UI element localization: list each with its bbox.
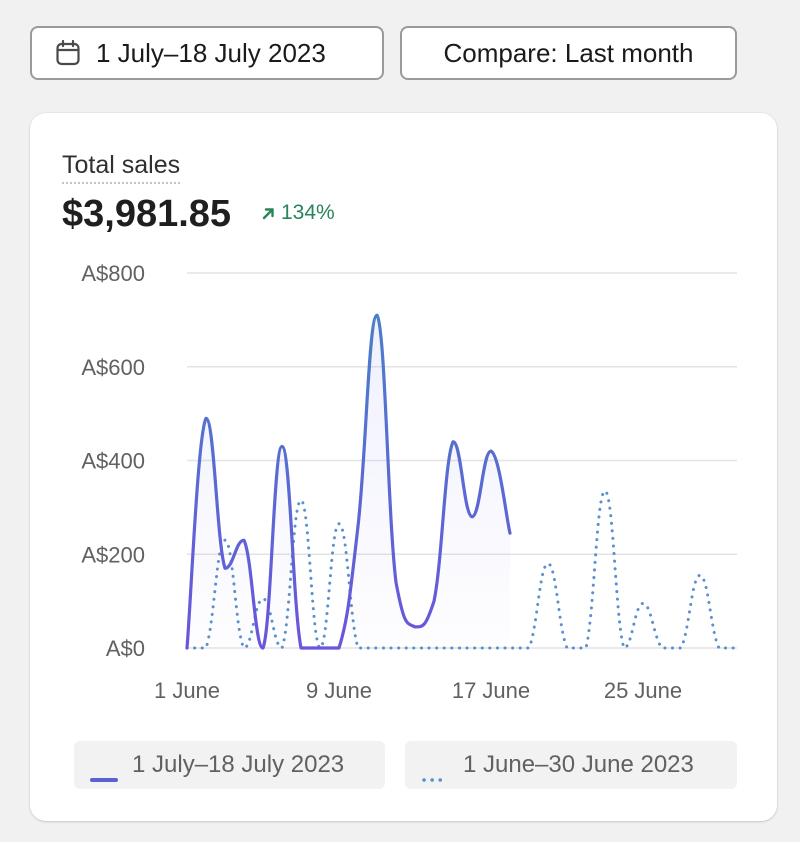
data-point-current[interactable] xyxy=(451,440,455,444)
x-axis: 1 June 9 June 17 June 25 June xyxy=(154,678,682,703)
x-tick-label: 1 June xyxy=(154,678,220,703)
data-point-previous[interactable] xyxy=(470,646,474,650)
data-point-current[interactable] xyxy=(261,646,265,650)
data-point-previous[interactable] xyxy=(299,498,303,502)
legend-label-previous: 1 June–30 June 2023 xyxy=(463,751,694,778)
y-tick-label: A$0 xyxy=(106,636,145,661)
data-point-previous[interactable] xyxy=(318,646,322,650)
solid-line-swatch-icon xyxy=(90,762,118,782)
calendar-icon xyxy=(56,40,80,66)
sales-line-chart[interactable]: A$0 A$200 A$400 A$600 A$800 1 June 9 June 17 J… xyxy=(30,113,777,733)
date-range-label: 1 July–18 July 2023 xyxy=(96,37,326,68)
data-point-current[interactable] xyxy=(204,416,208,420)
data-point-previous[interactable] xyxy=(413,646,417,650)
compare-label: Compare: Last month xyxy=(443,37,694,68)
data-point-previous[interactable] xyxy=(280,646,284,650)
data-point-current[interactable] xyxy=(356,524,360,528)
data-point-previous[interactable] xyxy=(337,522,341,526)
data-point-previous[interactable] xyxy=(242,646,246,650)
data-point-previous[interactable] xyxy=(641,601,645,605)
y-axis: A$0 A$200 A$400 A$600 A$800 xyxy=(81,261,145,661)
data-point-previous[interactable] xyxy=(565,646,569,650)
data-point-current[interactable] xyxy=(242,538,246,542)
metric-change-value: 134% xyxy=(281,201,335,224)
legend-item-previous[interactable]: 1 June–30 June 2023 xyxy=(405,741,737,789)
data-point-previous[interactable] xyxy=(185,646,189,650)
x-tick-label: 25 June xyxy=(604,678,682,703)
data-point-current[interactable] xyxy=(470,515,474,519)
data-point-previous[interactable] xyxy=(717,646,721,650)
data-point-current[interactable] xyxy=(413,625,417,629)
metric-change-badge: 134% xyxy=(262,201,335,225)
data-point-previous[interactable] xyxy=(432,646,436,650)
data-point-current[interactable] xyxy=(223,566,227,570)
data-point-previous[interactable] xyxy=(451,646,455,650)
data-point-current[interactable] xyxy=(432,599,436,603)
data-point-previous[interactable] xyxy=(622,646,626,650)
y-tick-label: A$200 xyxy=(81,542,145,567)
series-layer xyxy=(185,313,740,650)
data-point-current[interactable] xyxy=(299,646,303,650)
data-point-current[interactable] xyxy=(489,449,493,453)
data-point-previous[interactable] xyxy=(356,646,360,650)
data-point-previous[interactable] xyxy=(584,646,588,650)
data-point-previous[interactable] xyxy=(489,646,493,650)
data-point-previous[interactable] xyxy=(223,538,227,542)
compare-button[interactable]: Compare: Last month xyxy=(400,26,737,80)
data-point-current[interactable] xyxy=(508,531,512,535)
series-line-current xyxy=(185,313,512,650)
metric-value: $3,981.85 xyxy=(62,193,232,235)
data-point-current[interactable] xyxy=(394,580,398,584)
dotted-line-swatch-icon xyxy=(421,762,449,782)
data-point-previous[interactable] xyxy=(736,646,740,650)
data-point-previous[interactable] xyxy=(527,646,531,650)
y-tick-label: A$800 xyxy=(81,261,145,286)
data-point-previous[interactable] xyxy=(261,597,265,601)
series-area-current xyxy=(187,315,510,648)
data-point-previous[interactable] xyxy=(204,646,208,650)
data-point-current[interactable] xyxy=(375,313,379,317)
metric-label[interactable]: Total sales xyxy=(62,151,181,184)
x-tick-label: 17 June xyxy=(452,678,530,703)
data-point-previous[interactable] xyxy=(698,573,702,577)
data-point-previous[interactable] xyxy=(508,646,512,650)
data-point-previous[interactable] xyxy=(546,562,550,566)
data-point-current[interactable] xyxy=(280,444,284,448)
data-point-previous[interactable] xyxy=(660,646,664,650)
data-point-previous[interactable] xyxy=(394,646,398,650)
data-point-previous[interactable] xyxy=(603,489,607,493)
data-point-previous[interactable] xyxy=(679,646,683,650)
total-sales-card: Total sales $3,981.85 134% A$0 A$200 A$400… xyxy=(30,113,777,821)
y-tick-label: A$600 xyxy=(81,355,145,380)
y-tick-label: A$400 xyxy=(81,449,145,474)
arrow-up-right-icon xyxy=(262,207,274,219)
legend-item-current[interactable]: 1 July–18 July 2023 xyxy=(74,741,385,789)
x-tick-label: 9 June xyxy=(306,678,372,703)
data-point-previous[interactable] xyxy=(375,646,379,650)
data-point-current[interactable] xyxy=(337,646,341,650)
date-range-button[interactable]: 1 July–18 July 2023 xyxy=(30,26,384,80)
legend-label-current: 1 July–18 July 2023 xyxy=(132,751,345,778)
